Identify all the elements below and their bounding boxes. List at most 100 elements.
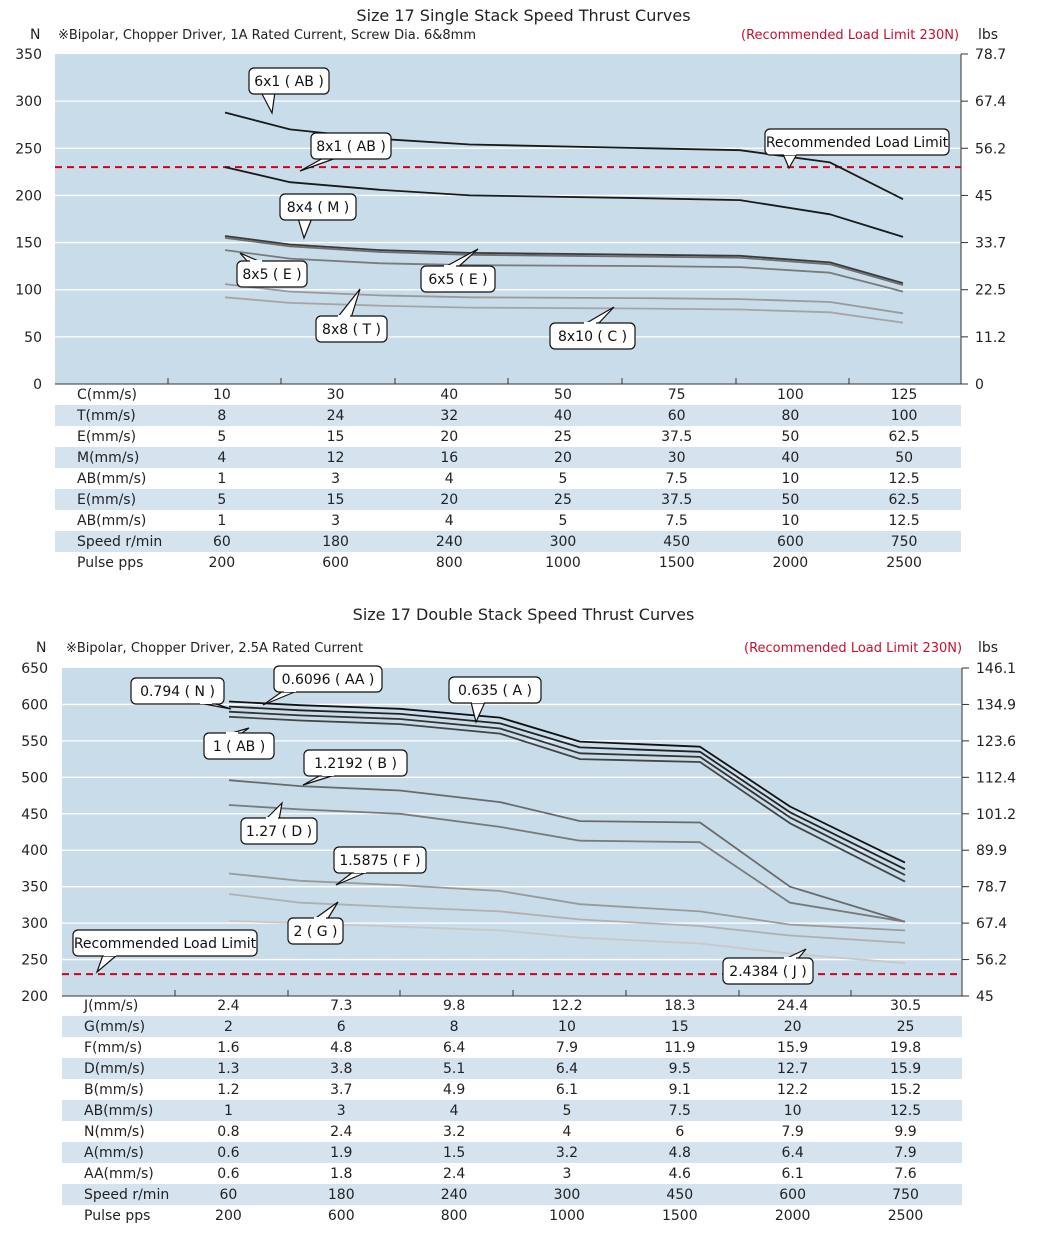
- callout-label: 8x10 ( C ): [558, 329, 627, 345]
- table-cell: 40: [733, 447, 848, 468]
- table-cell: 1500: [661, 1207, 698, 1224]
- table-row: D(mm/s) 1.3 3.8 5.1 6.4 9.5 12.7 15.9: [62, 1058, 962, 1079]
- row-label: D(mm/s): [62, 1058, 172, 1079]
- table-cell: 1500: [658, 554, 695, 571]
- table-cell: 50: [554, 386, 572, 403]
- row-label: AB(mm/s): [77, 512, 147, 529]
- row-label: N(mm/s): [84, 1123, 145, 1140]
- table-cell: 7.3: [330, 997, 353, 1014]
- table-cell: 6: [675, 1123, 685, 1140]
- table-cell: 7.5: [665, 512, 688, 529]
- table-cell: 2.4: [217, 997, 240, 1014]
- table-cell: 4: [444, 512, 454, 529]
- table-cell: 9.1: [668, 1081, 691, 1098]
- callout-pointer: [335, 871, 368, 886]
- table-cell: 0.6: [172, 1142, 285, 1163]
- table-cell: 600: [327, 1207, 355, 1224]
- limit-callout-label: Recommended Load Limit: [766, 135, 949, 151]
- callout-label: 2 ( G ): [293, 924, 337, 940]
- table-cell: 30.5: [889, 997, 922, 1014]
- table-cell: 16: [392, 447, 507, 468]
- table-cell: 8: [165, 405, 279, 426]
- table-cell: 3.2: [442, 1123, 466, 1140]
- table-cell: 7.9: [781, 1123, 804, 1140]
- series-line: [224, 249, 904, 293]
- table-cell: 300: [506, 531, 620, 552]
- row-label: C(mm/s): [77, 386, 137, 403]
- table-cell: 4.9: [442, 1081, 466, 1098]
- y-tick-label-left: 500: [21, 770, 48, 786]
- callout-box: [310, 132, 392, 160]
- table-cell: 12.5: [888, 512, 920, 529]
- row-label: G(mm/s): [62, 1016, 172, 1037]
- callout-label: 0.6096 ( AA ): [282, 672, 375, 688]
- callout-box: [273, 665, 383, 693]
- callout-box: [279, 193, 357, 221]
- callout-pointer: [302, 774, 336, 786]
- series-line: [228, 700, 906, 864]
- chart-subtitle: ※Bipolar, Chopper Driver, 1A Rated Curre…: [58, 28, 476, 43]
- table-row: J(mm/s) 2.4 7.3 9.8 12.2 18.3 24.4 30.5: [62, 995, 962, 1016]
- table-cell: 30: [619, 447, 734, 468]
- y-tick-label-left: 250: [15, 141, 42, 157]
- series-line: [224, 235, 904, 284]
- callout-joint: [266, 817, 278, 821]
- table-cell: 600: [736, 1184, 850, 1205]
- table-cell: 2000: [772, 554, 809, 571]
- y-tick-label-right: 22.5: [975, 283, 1006, 299]
- table-cell: 15: [278, 489, 393, 510]
- chart-subtitle: ※Bipolar, Chopper Driver, 2.5A Rated Cur…: [66, 641, 364, 656]
- table-cell: 180: [284, 1184, 398, 1205]
- table-cell: 2.4: [330, 1123, 353, 1140]
- table-cell: 20: [392, 489, 507, 510]
- table-cell: 25: [506, 489, 620, 510]
- callout-joint: [200, 700, 212, 704]
- table-cell: 10: [781, 512, 800, 529]
- table-cell: 2000: [774, 1207, 811, 1224]
- callout-box: [248, 67, 330, 95]
- table-cell: 15.9: [777, 1039, 809, 1056]
- callout-box: [448, 676, 542, 704]
- table-cell: 12.7: [736, 1058, 850, 1079]
- table-cell: 1.6: [217, 1039, 240, 1056]
- series-line: [224, 111, 904, 201]
- table-cell: 12.5: [849, 1100, 962, 1121]
- callout-label: 8x1 ( AB ): [316, 139, 386, 155]
- callout-label: 6x5 ( E ): [428, 272, 487, 288]
- row-label: T(mm/s): [55, 405, 165, 426]
- table-row: Speed r/min 60 180 240 300 450 600 750: [55, 531, 961, 552]
- table-cell: 200: [215, 1207, 242, 1224]
- row-label: M(mm/s): [55, 447, 165, 468]
- row-label: Speed r/min: [62, 1184, 172, 1205]
- table-row: AB(mm/s) 1 3 4 5 7.5 10 12.5: [55, 510, 961, 531]
- callout-pointer: [299, 156, 340, 172]
- table-cell: 60: [165, 531, 279, 552]
- table-cell: 180: [278, 531, 393, 552]
- table-cell: 20: [506, 447, 620, 468]
- table-cell: 1.9: [284, 1142, 398, 1163]
- table-cell: 37.5: [619, 489, 734, 510]
- y-tick-label-right: 67.4: [976, 916, 1007, 932]
- table-cell: 18.3: [664, 997, 696, 1014]
- table-cell: 1: [172, 1100, 285, 1121]
- callout-box: [72, 929, 258, 957]
- table-cell: 12.5: [888, 470, 920, 487]
- limit-callout-label: Recommended Load Limit: [74, 936, 257, 952]
- table-cell: 15.9: [849, 1058, 962, 1079]
- y-axis-right-unit: lbs: [978, 640, 999, 656]
- table-cell: 3: [331, 512, 341, 529]
- callout-joint: [250, 260, 262, 264]
- callout-joint: [299, 215, 311, 219]
- table-row: N(mm/s) 0.8 2.4 3.2 4 6 7.9 9.9: [62, 1121, 962, 1142]
- y-tick-label-left: 400: [21, 843, 48, 859]
- callout-box: [203, 732, 275, 760]
- table-row: AB(mm/s) 1 3 4 5 7.5 10 12.5: [62, 1100, 962, 1121]
- callout-label: 0.794 ( N ): [140, 684, 215, 700]
- callout-pointer: [312, 901, 339, 921]
- table-cell: 5.1: [397, 1058, 511, 1079]
- callout-pointer: [264, 801, 283, 821]
- table-cell: 40: [506, 405, 620, 426]
- table-cell: 4: [165, 447, 279, 468]
- callout-joint: [314, 917, 326, 921]
- callout-pointer: [297, 217, 313, 240]
